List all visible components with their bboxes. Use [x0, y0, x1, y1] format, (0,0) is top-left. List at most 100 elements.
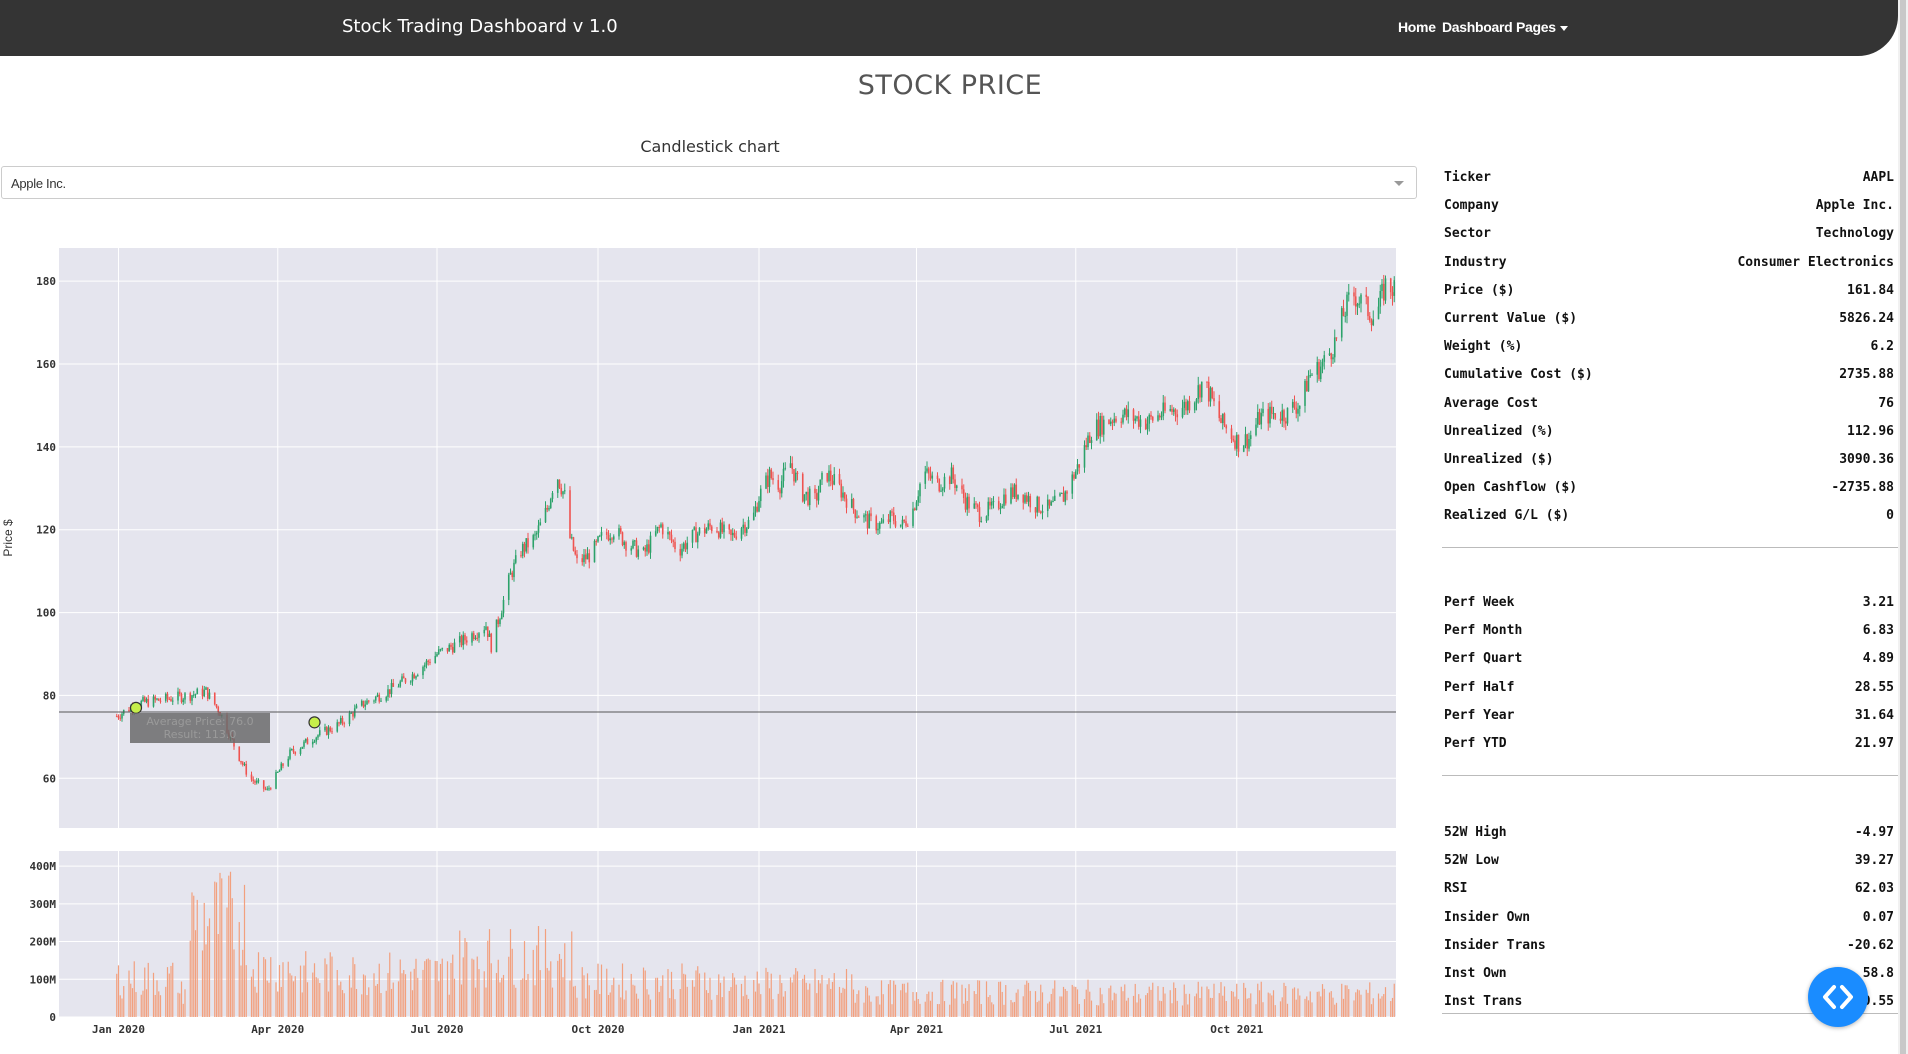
- candle-body: [1186, 401, 1189, 411]
- candle-body: [485, 626, 487, 630]
- candle-body: [276, 771, 279, 773]
- info-label: Perf Week: [1444, 595, 1515, 610]
- candle-body: [338, 722, 340, 724]
- info-row: Perf YTD 21.97: [1444, 736, 1898, 756]
- candle-body: [177, 691, 179, 701]
- candle-body: [609, 538, 612, 541]
- candle-body: [341, 718, 344, 724]
- candle-body: [1356, 303, 1359, 307]
- dashboard-brand[interactable]: Stock Trading Dashboard v 1.0: [342, 16, 618, 37]
- candle-body: [240, 760, 242, 763]
- candle-body: [658, 526, 661, 528]
- candle-body: [1185, 401, 1187, 411]
- candle-body: [948, 476, 951, 485]
- candle-body: [1286, 407, 1289, 424]
- candle-body: [857, 516, 860, 518]
- candle-body: [630, 548, 633, 551]
- info-label: Realized G/L ($): [1444, 508, 1570, 524]
- candle-body: [191, 695, 193, 701]
- candle-body: [374, 696, 377, 701]
- candle-body: [532, 535, 535, 548]
- candle-body: [780, 481, 783, 494]
- candle-body: [854, 509, 857, 518]
- candle-body: [598, 535, 601, 537]
- candle-body: [698, 527, 701, 534]
- candle-body: [168, 698, 171, 700]
- info-row: Open Cashflow ($) -2735.88: [1444, 480, 1898, 500]
- candle-body: [906, 525, 909, 527]
- price-y-tick-label: 80: [43, 689, 56, 702]
- candle-body: [1115, 418, 1117, 422]
- candle-body: [436, 654, 438, 656]
- candle-body: [682, 543, 685, 549]
- candle-body: [600, 532, 603, 536]
- candle-body: [399, 681, 402, 687]
- candle-body: [1269, 406, 1271, 424]
- candle-body: [1223, 413, 1226, 426]
- candle-body: [679, 548, 682, 556]
- code-toggle-button[interactable]: [1808, 967, 1868, 1027]
- candle-body: [478, 633, 480, 638]
- nav-dashboard-pages-dropdown[interactable]: Dashboard Pages: [1442, 19, 1568, 35]
- candle-body: [523, 543, 526, 552]
- candle-body: [791, 463, 794, 470]
- candle-body: [360, 700, 363, 706]
- candle-body: [350, 712, 353, 714]
- candle-body: [215, 704, 218, 707]
- candle-body: [819, 479, 822, 493]
- candle-body: [471, 633, 473, 643]
- info-value: 112.96: [1847, 423, 1894, 439]
- candle-body: [985, 516, 988, 522]
- candle-body: [768, 469, 771, 487]
- candlestick-volume-chart[interactable]: 180 160 140 120 100 80 60 400M 300M 200M 100M 0 Jan …: [0, 215, 1410, 1040]
- candle-body: [576, 554, 578, 559]
- candle-body: [926, 468, 928, 472]
- candle-body: [460, 636, 463, 646]
- candle-body: [924, 471, 927, 484]
- candle-body: [217, 706, 220, 713]
- candle-body: [402, 676, 405, 679]
- candle-body: [842, 492, 844, 498]
- candle-body: [936, 475, 939, 480]
- ticker-select[interactable]: Apple Inc.: [1, 166, 1417, 199]
- candle-body: [450, 644, 452, 647]
- info-value: AAPL: [1862, 170, 1894, 185]
- candle-body: [1235, 434, 1238, 449]
- price-y-tick-label: 180: [36, 275, 56, 288]
- candle-body: [268, 788, 270, 790]
- candle-body: [684, 543, 687, 550]
- candle-body: [1389, 278, 1392, 293]
- candle-body: [315, 737, 318, 742]
- candle-body: [434, 655, 437, 664]
- candle-body: [992, 501, 995, 503]
- candle-body: [537, 525, 540, 533]
- info-label: Price ($): [1444, 282, 1515, 298]
- scrollbar-thumb[interactable]: [1900, 0, 1906, 1054]
- candle-body: [304, 738, 307, 742]
- candle-body: [709, 523, 711, 527]
- candle-body: [997, 501, 1000, 509]
- candle-body: [1197, 385, 1200, 400]
- candle-body: [262, 780, 265, 789]
- candle-body: [929, 473, 932, 479]
- candle-body: [754, 506, 757, 513]
- candle-body: [597, 536, 599, 542]
- candle-body: [462, 634, 465, 646]
- candle-body: [815, 493, 818, 501]
- candle-body: [1199, 385, 1201, 398]
- candle-body: [1270, 406, 1273, 414]
- candle-body: [807, 491, 809, 506]
- trade-marker: [129, 701, 143, 714]
- nav-home-link[interactable]: Home: [1398, 19, 1436, 35]
- volume-y-tick-label: 200M: [30, 936, 57, 949]
- info-label: Perf YTD: [1444, 736, 1507, 751]
- candle-body: [618, 528, 620, 537]
- candle-body: [941, 488, 944, 491]
- candle-body: [1024, 495, 1026, 503]
- candle-body: [1071, 474, 1074, 494]
- page-scrollbar[interactable]: [1898, 0, 1908, 1054]
- candle-body: [710, 526, 713, 532]
- candle-body: [292, 749, 295, 752]
- info-row: Price ($) 161.84: [1444, 283, 1898, 303]
- candle-body: [1321, 361, 1324, 367]
